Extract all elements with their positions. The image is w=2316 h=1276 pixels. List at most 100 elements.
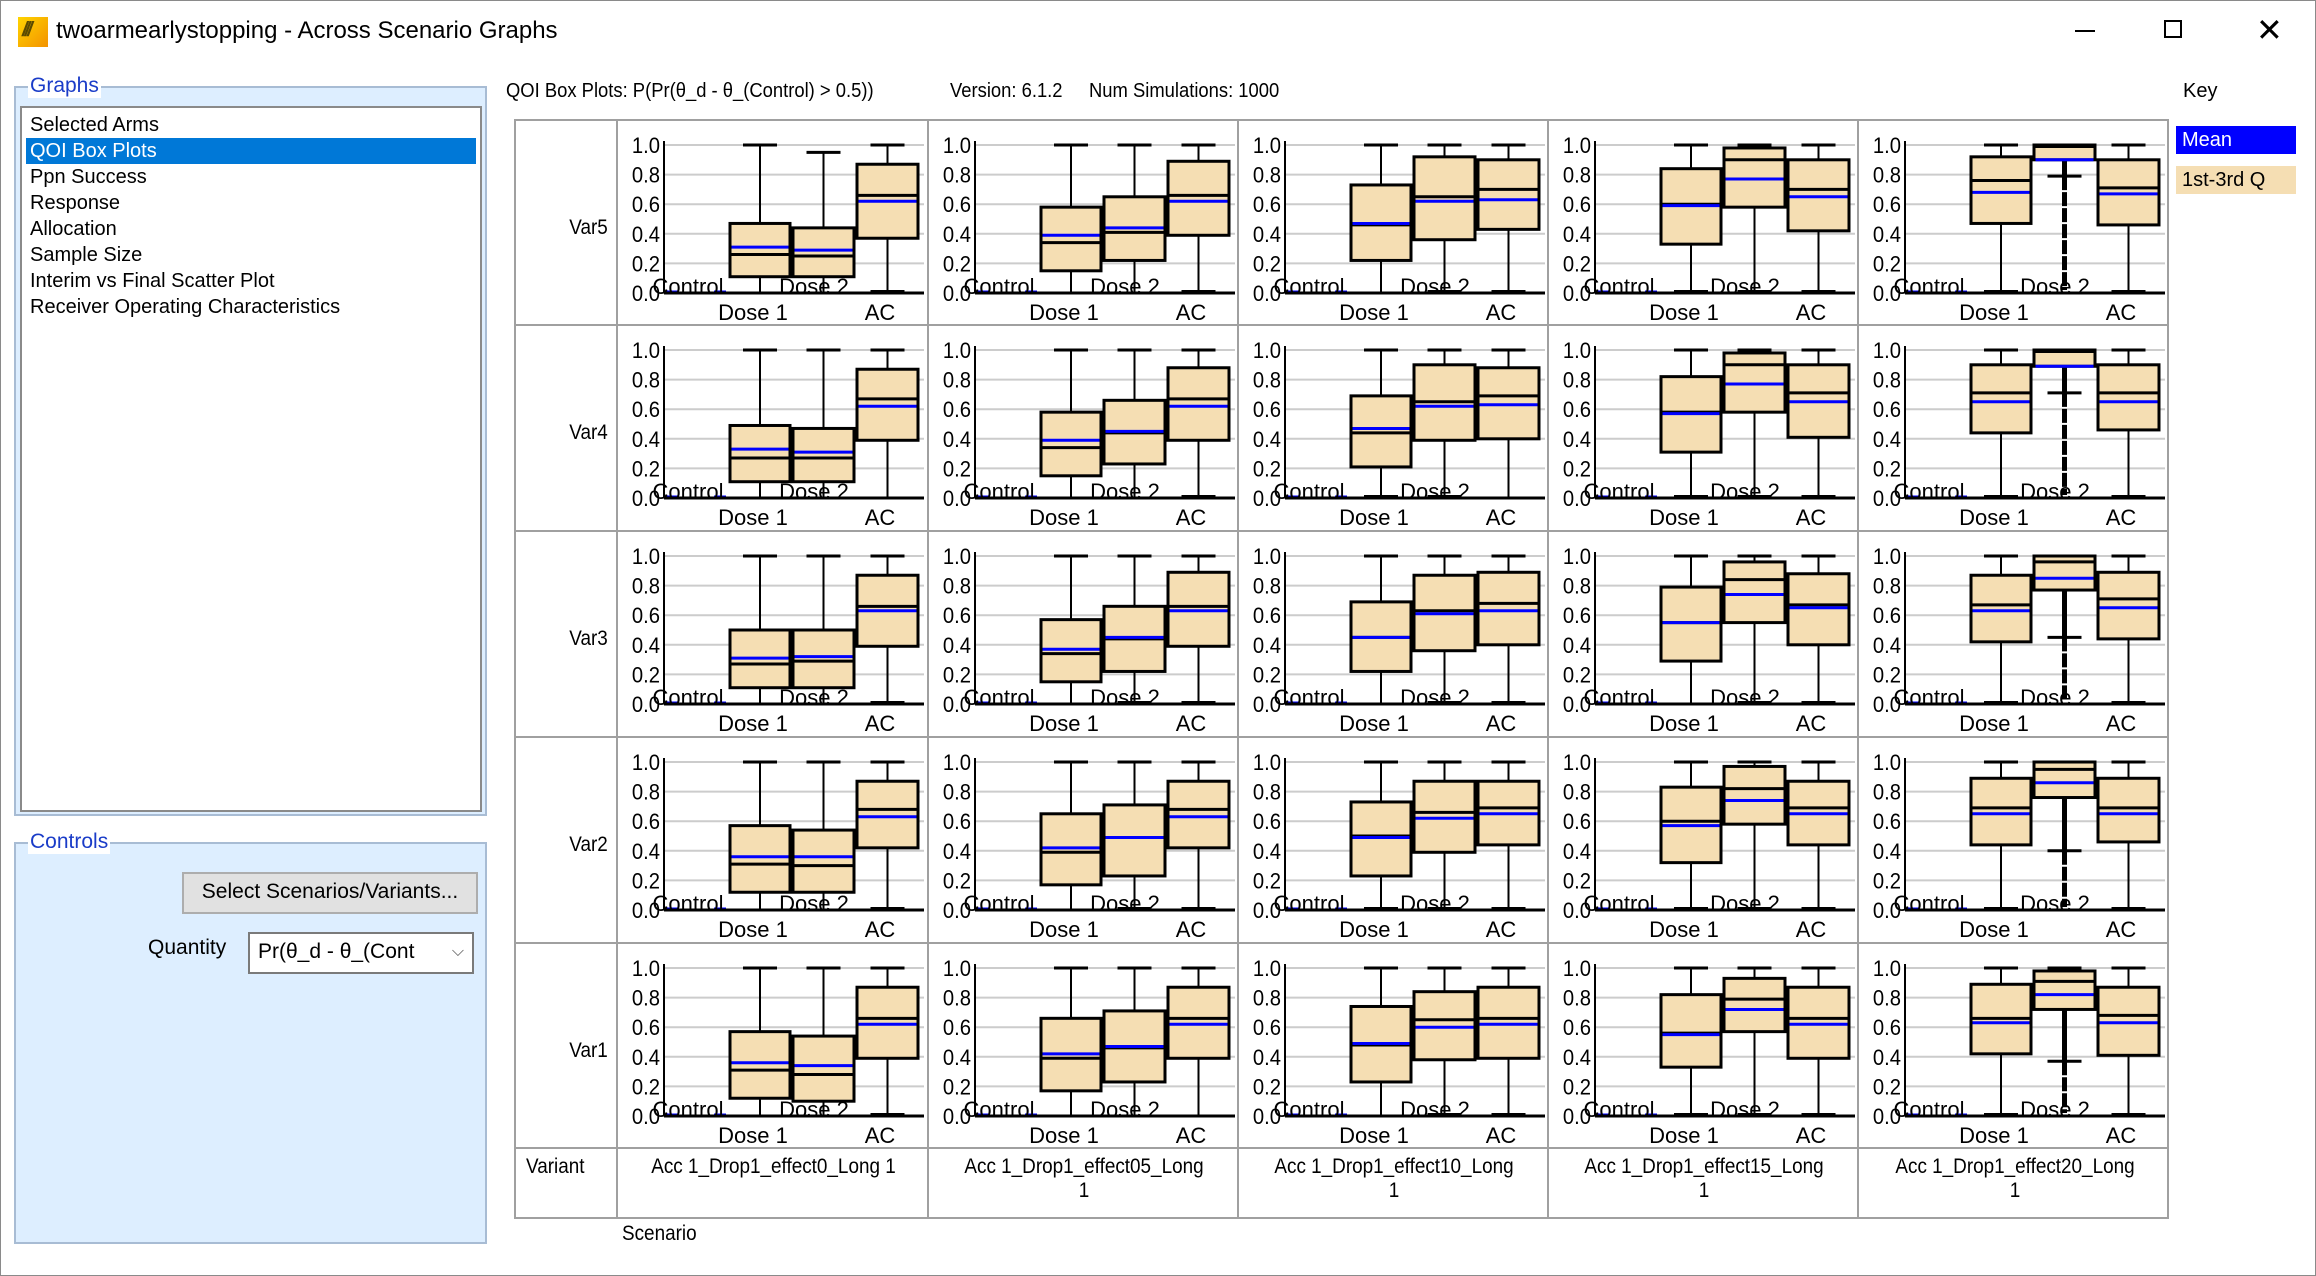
scenario-column-label: Acc 1_Drop1_effect10_Long 1	[1255, 1155, 1534, 1203]
category-label: Dose 1	[1649, 917, 1719, 941]
y-tick-label: 0.4	[943, 840, 971, 864]
category-label: AC	[1176, 711, 1207, 735]
graph-list-item-ppn-success[interactable]: Ppn Success	[30, 166, 147, 188]
y-tick-label: 0.8	[632, 575, 660, 599]
title-bar: /// twoarmearlystopping - Across Scenari…	[0, 0, 2316, 62]
y-tick-label: 0.0	[1563, 693, 1591, 717]
y-tick-label: 0.6	[632, 810, 660, 834]
y-tick-label: 0.2	[1563, 253, 1591, 277]
controls-groupbox-title: Controls	[28, 830, 111, 854]
y-tick-label: 0.4	[1563, 1046, 1591, 1070]
y-tick-label: 0.4	[1873, 1046, 1901, 1070]
category-label: Dose 2	[779, 891, 849, 916]
y-tick-label: 0.4	[1253, 634, 1281, 658]
category-label: Dose 2	[1710, 479, 1780, 504]
y-tick-label: 0.6	[1873, 193, 1901, 217]
quantity-select[interactable]: Pr(θ_d - θ_(Cont ⌵	[248, 932, 474, 974]
quartile-box	[1166, 779, 1231, 850]
y-tick-label: 0.0	[943, 693, 971, 717]
category-label: AC	[1486, 1123, 1517, 1147]
y-tick-label: 0.0	[1253, 693, 1281, 717]
y-tick-label: 0.0	[1873, 282, 1901, 306]
y-tick-label: 1.0	[1563, 751, 1591, 775]
y-tick-label: 0.2	[943, 253, 971, 277]
quartile-box	[728, 1030, 792, 1100]
select-scenarios-variants-button[interactable]: Select Scenarios/Variants...	[182, 872, 478, 914]
y-tick-label: 0.0	[632, 899, 660, 923]
quartile-box	[791, 1034, 856, 1103]
app-logo-icon: ///	[18, 17, 48, 47]
quartile-box	[1166, 366, 1231, 442]
quantity-select-value: Pr(θ_d - θ_(Cont	[258, 940, 415, 963]
y-tick-label: 0.8	[1563, 781, 1591, 805]
y-tick-label: 0.2	[632, 664, 660, 688]
y-tick-label: 0.6	[1253, 193, 1281, 217]
close-icon[interactable]: ✕	[2238, 10, 2298, 50]
category-label: AC	[2106, 711, 2137, 735]
y-tick-label: 1.0	[632, 339, 660, 363]
y-tick-label: 0.0	[1563, 487, 1591, 511]
y-tick-label: 0.0	[1253, 282, 1281, 306]
y-tick-label: 0.6	[1873, 604, 1901, 628]
y-tick-label: 0.4	[1873, 840, 1901, 864]
grid-column-divider	[1547, 121, 1549, 1217]
y-tick-label: 0.0	[1873, 899, 1901, 923]
category-label: Dose 1	[1029, 300, 1099, 324]
maximize-icon[interactable]	[2143, 10, 2203, 50]
y-tick-label: 1.0	[1253, 545, 1281, 569]
quartile-box	[1039, 205, 1103, 273]
scenario-label-line1: Acc 1_Drop1_effect20_Long	[1895, 1155, 2135, 1178]
variant-row-label: Var5	[569, 216, 608, 239]
graph-list-item-receiver-operating-characteristics[interactable]: Receiver Operating Characteristics	[30, 296, 341, 318]
scenario-label-line2: 1	[1698, 1179, 1710, 1202]
category-label: AC	[1176, 917, 1207, 941]
y-tick-label: 0.8	[1873, 987, 1901, 1011]
y-tick-label: 0.0	[943, 282, 971, 306]
y-tick-label: 0.2	[1563, 870, 1591, 894]
category-label: Dose 1	[718, 711, 788, 735]
y-tick-label: 0.4	[1253, 428, 1281, 452]
quartile-box	[2096, 363, 2161, 432]
y-tick-label: 0.8	[1873, 781, 1901, 805]
plot-title: QOI Box Plots: P(Pr(θ_d - θ_(Control) > …	[506, 80, 874, 102]
category-label: Dose 2	[1400, 685, 1470, 710]
y-tick-label: 0.8	[943, 781, 971, 805]
y-tick-label: 0.6	[943, 604, 971, 628]
variant-row-label: Var1	[569, 1039, 608, 1062]
graphs-groupbox: Graphs Selected Arms QOI Box Plots Ppn Suc…	[14, 74, 487, 816]
y-tick-label: 0.4	[1253, 1046, 1281, 1070]
scenario-column-label: Acc 1_Drop1_effect0_Long 1	[634, 1155, 914, 1179]
minimize-icon[interactable]	[2055, 10, 2115, 50]
y-tick-label: 0.4	[632, 840, 660, 864]
y-tick-label: 0.2	[1253, 253, 1281, 277]
y-tick-label: 0.6	[1253, 398, 1281, 422]
quartile-box	[791, 828, 856, 894]
graph-list-item-interim-vs-final-scatter-plot[interactable]: Interim vs Final Scatter Plot	[30, 270, 275, 292]
y-tick-label: 0.2	[632, 253, 660, 277]
close-glyph: ✕	[2256, 12, 2283, 48]
graph-list-item-response[interactable]: Response	[30, 192, 121, 214]
graph-list-item-allocation[interactable]: Allocation	[30, 218, 117, 240]
y-tick-label: 0.2	[1253, 1076, 1281, 1100]
graph-list-item-selected-arms[interactable]: Selected Arms	[30, 114, 159, 136]
quartile-box	[1039, 410, 1103, 478]
graphs-listbox[interactable]: Selected Arms QOI Box Plots Ppn Success Res…	[20, 106, 482, 812]
y-tick-label: 0.2	[1563, 458, 1591, 482]
grid-row-divider	[516, 736, 2167, 738]
graph-list-item-sample-size[interactable]: Sample Size	[30, 244, 143, 266]
y-tick-label: 0.4	[632, 634, 660, 658]
category-label: Dose 2	[1710, 274, 1780, 299]
graph-list-item-qoi-box-plots[interactable]: QOI Box Plots	[26, 138, 476, 164]
quartile-box	[1166, 159, 1231, 237]
quartile-box	[1969, 363, 2033, 435]
y-tick-label: 0.8	[943, 164, 971, 188]
y-tick-label: 0.4	[1873, 428, 1901, 452]
scenario-label-line2: 1	[1078, 1179, 1090, 1202]
category-label: Dose 2	[1710, 891, 1780, 916]
category-label: AC	[865, 505, 896, 529]
category-label: Dose 2	[1710, 685, 1780, 710]
